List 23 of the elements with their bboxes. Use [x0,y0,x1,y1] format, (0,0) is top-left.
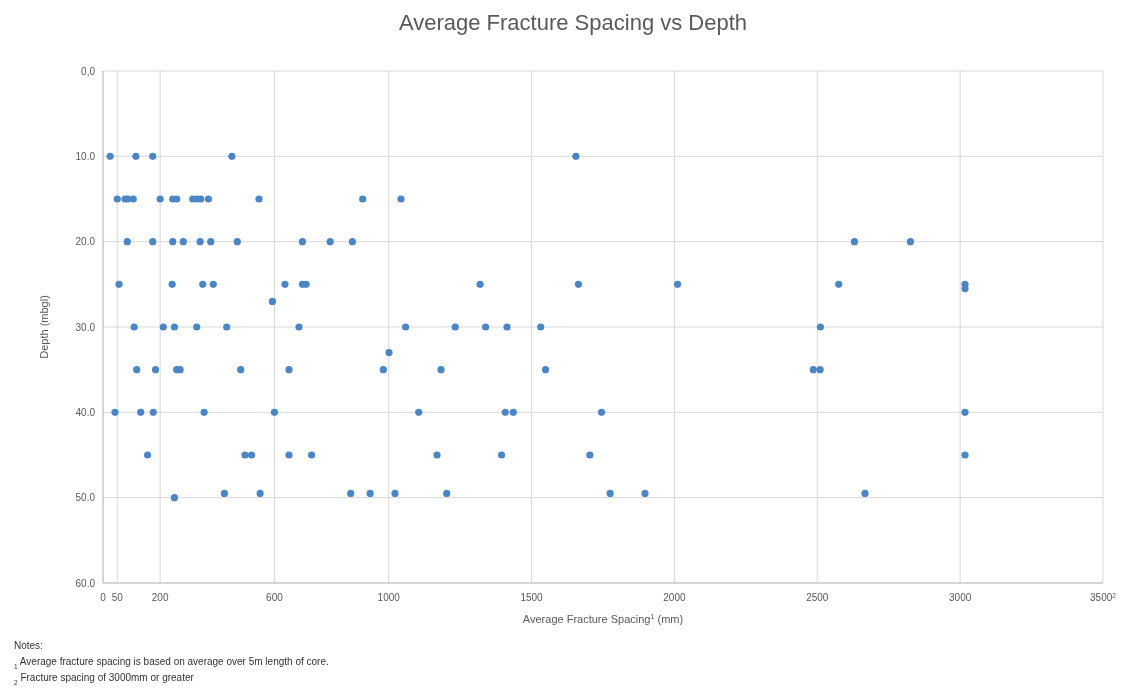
x-tick-label: 2500 [806,592,829,603]
x-tick-label: 50 [111,592,124,603]
x-tick-label: 1000 [377,592,401,603]
y-tick-label: 20.0 [75,236,96,248]
y-tick-label: 0,0 [81,65,96,77]
x-tick-label: 2000 [663,592,686,603]
chart-title: Average Fracture Spacing vs Depth [398,10,748,35]
y-tick-label: 40.0 [75,406,96,418]
x-tick-label: 3500$^{2}$ [1090,591,1117,603]
y-axis-title: Depth (mbgl) [38,295,50,359]
x-tick-label: 0 [100,592,107,603]
x-axis-title: Average Fracture Spacing$^{1}$ (mm) [522,613,684,625]
y-tick-label: 50.0 [75,492,96,504]
text: Notes: [14,640,43,651]
y-tick-label: 60.0 [75,577,96,589]
y-tick-label: 30.0 [75,321,96,333]
x-tick-label: 200 [151,592,169,603]
y-tick-label: 10.0 [75,150,96,162]
x-tick-label: 1500 [520,592,544,603]
x-tick-label: 3000 [949,592,972,603]
text: $_{1}$ Average fracture spacing is based on average over 5m length of core. [14,656,329,670]
text: $_{2}$ Fracture spacing of 3000mm or greater [14,672,195,686]
x-tick-label: 600 [266,592,284,603]
